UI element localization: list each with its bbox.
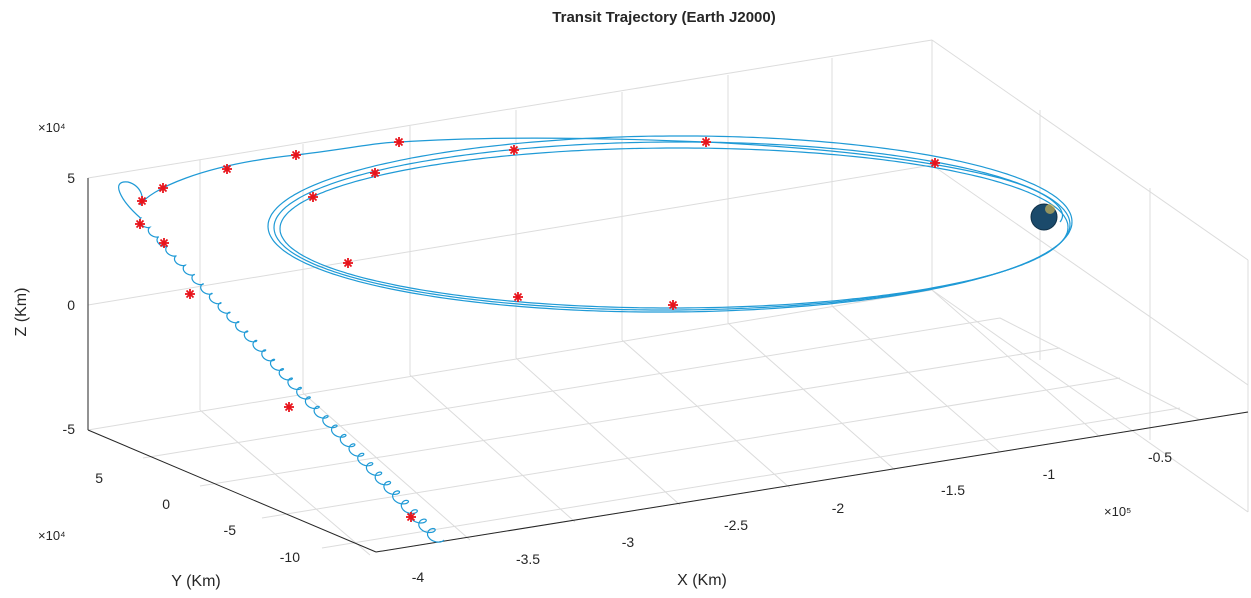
- z-tick-labels: 5 0 -5: [63, 170, 76, 437]
- side-wall-grid: [931, 39, 1249, 513]
- central-body-highlight: [1045, 204, 1055, 214]
- back-wall-grid: [87, 39, 933, 430]
- x-tick-label: -2.5: [724, 517, 748, 533]
- y-tick-label: 0: [162, 496, 170, 512]
- trajectory-marker: [930, 158, 940, 168]
- trajectory-marker: [284, 402, 294, 412]
- trajectory-marker: [135, 219, 145, 229]
- x-tick-label: -3: [622, 534, 635, 550]
- trajectory-marker: [406, 512, 416, 522]
- z-tick-label: 0: [67, 297, 75, 313]
- z-tick-label: 5: [67, 170, 75, 186]
- axes-grid: [87, 39, 1249, 556]
- y-tick-labels: 5 0 -5 -10: [95, 470, 300, 565]
- z-axis-label: Z (Km): [13, 288, 30, 337]
- y-tick-label: -5: [224, 522, 237, 538]
- transfer-path: [118, 137, 1063, 543]
- x-tick-label: -1.5: [941, 482, 965, 498]
- z-exponent: ×10⁴: [38, 120, 66, 135]
- trajectory-marker: [291, 150, 301, 160]
- z-tick-label: -5: [63, 421, 76, 437]
- trajectory-marker: [222, 164, 232, 174]
- trajectory-marker: [185, 289, 195, 299]
- y-tick-label: 5: [95, 470, 103, 486]
- trajectory-series: [118, 135, 1073, 543]
- x-axis-line: [375, 411, 1249, 553]
- y-axis-line: [87, 429, 377, 553]
- y-exponent: ×10⁴: [38, 528, 66, 543]
- trajectory-marker: [668, 300, 678, 310]
- orbit-loop: [273, 141, 1071, 311]
- trajectory-marker: [159, 238, 169, 248]
- floor-grid: [87, 289, 1249, 556]
- trajectory-marker: [370, 168, 380, 178]
- trajectory-marker: [513, 292, 523, 302]
- marker-series: [135, 137, 940, 522]
- trajectory-marker: [509, 145, 519, 155]
- orbit-loop: [279, 147, 1069, 309]
- y-axis-label: Y (Km): [171, 573, 220, 590]
- trajectory-marker: [308, 192, 318, 202]
- trajectory-marker: [394, 137, 404, 147]
- x-tick-label: -2: [832, 500, 845, 516]
- x-axis-label: X (Km): [677, 572, 727, 589]
- trajectory-marker: [158, 183, 168, 193]
- y-tick-label: -10: [280, 549, 300, 565]
- trajectory-marker: [343, 258, 353, 268]
- x-exponent: ×10⁵: [1104, 504, 1131, 519]
- x-tick-label: -0.5: [1148, 449, 1172, 465]
- trajectory-marker: [137, 196, 147, 206]
- chart-title: Transit Trajectory (Earth J2000): [552, 9, 775, 26]
- trajectory-marker: [701, 137, 711, 147]
- x-tick-label: -1: [1043, 466, 1056, 482]
- x-tick-label: -4: [412, 569, 425, 585]
- orbit-loop: [267, 135, 1073, 313]
- axis-lines: [87, 178, 1249, 553]
- x-tick-labels: -4 -3.5 -3 -2.5 -2 -1.5 -1 -0.5: [412, 449, 1173, 585]
- x-tick-label: -3.5: [516, 551, 540, 567]
